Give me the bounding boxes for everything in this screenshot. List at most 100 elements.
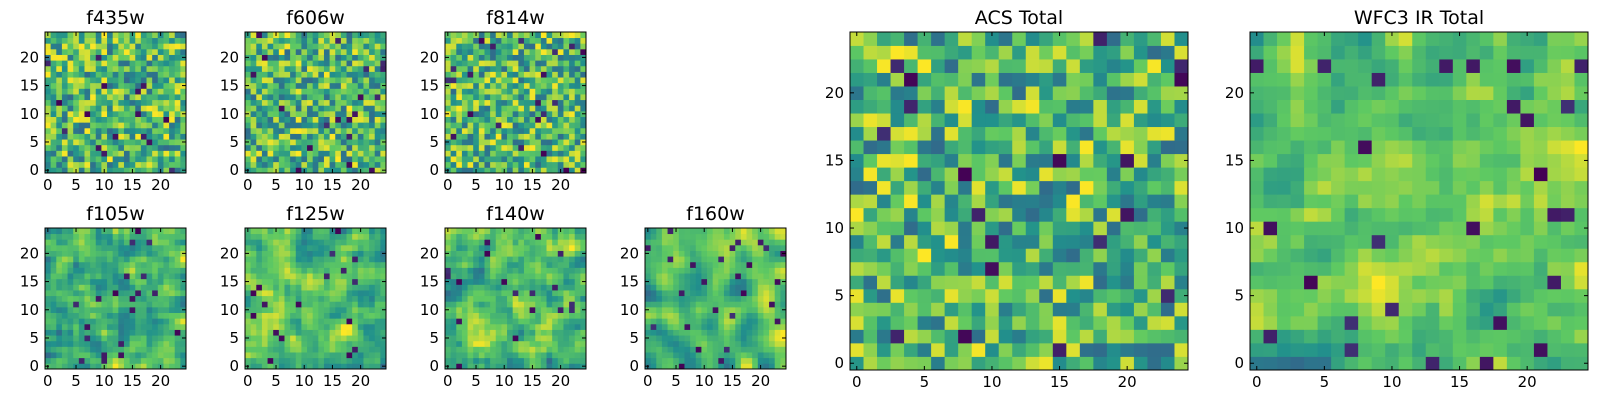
heatmap-cell	[78, 60, 85, 67]
heatmap-cell	[312, 261, 319, 268]
heatmap-cell	[1120, 342, 1135, 357]
heatmap-cell	[352, 127, 359, 134]
heatmap-cell	[490, 335, 497, 342]
heatmap-cell	[267, 144, 274, 151]
heatmap-cell	[507, 133, 514, 140]
heatmap-cell	[290, 261, 297, 268]
heatmap-cell	[329, 116, 336, 123]
heatmap-cell	[512, 290, 519, 297]
heatmap-cell	[174, 82, 181, 89]
heatmap-cell	[174, 278, 181, 285]
heatmap-cell	[712, 267, 719, 274]
heatmap-cell	[490, 133, 497, 140]
heatmap-cell	[123, 352, 130, 359]
x-tick-label: 10	[695, 372, 714, 390]
heatmap-cell	[478, 144, 485, 151]
heatmap-cell	[123, 323, 130, 330]
heatmap-cell	[146, 244, 153, 251]
heatmap-cell	[484, 261, 491, 268]
heatmap-cell	[245, 88, 252, 95]
heatmap-cell	[574, 273, 581, 280]
heatmap-cell	[478, 340, 485, 347]
heatmap-cell	[380, 239, 387, 246]
heatmap-cell	[335, 54, 342, 61]
heatmap-cell	[369, 161, 376, 168]
heatmap-cell	[245, 357, 252, 364]
heatmap-cell	[563, 37, 570, 44]
heatmap-cell	[256, 233, 263, 240]
heatmap-cell	[507, 273, 514, 280]
heatmap-cell	[118, 133, 125, 140]
heatmap-cell	[461, 139, 468, 146]
heatmap-cell	[112, 110, 119, 117]
heatmap-cell	[473, 335, 480, 342]
heatmap-cell	[563, 244, 570, 251]
heatmap-cell	[61, 352, 68, 359]
heatmap-cell	[284, 256, 291, 263]
heatmap-cell	[501, 306, 508, 313]
heatmap-cell	[540, 71, 547, 78]
heatmap-cell	[346, 357, 353, 364]
heatmap-cell	[712, 256, 719, 263]
heatmap-cell	[1052, 342, 1067, 357]
heatmap-cell	[261, 340, 268, 347]
heatmap-cell	[673, 306, 680, 313]
heatmap-cell	[718, 352, 725, 359]
heatmap-cell	[450, 150, 457, 157]
heatmap-cell	[335, 301, 342, 308]
heatmap-cell	[580, 161, 587, 168]
heatmap-cell	[284, 94, 291, 101]
heatmap-cell	[256, 244, 263, 251]
heatmap-cell	[84, 139, 91, 146]
heatmap-cell	[667, 250, 674, 257]
heatmap-cell	[478, 60, 485, 67]
heatmap-cell	[656, 312, 663, 319]
heatmap-cell	[256, 105, 263, 112]
heatmap-cell	[461, 37, 468, 44]
heatmap-cell	[284, 139, 291, 146]
heatmap-cell	[352, 167, 359, 174]
heatmap-cell	[774, 284, 781, 291]
heatmap-cell	[1052, 194, 1067, 209]
heatmap-cell	[329, 110, 336, 117]
heatmap-cell	[140, 318, 147, 325]
heatmap-cell	[461, 156, 468, 163]
heatmap-cell	[140, 267, 147, 274]
heatmap-cell	[140, 139, 147, 146]
heatmap-cell	[546, 352, 553, 359]
heatmap-cell	[1039, 234, 1054, 249]
heatmap-cell	[363, 335, 370, 342]
heatmap-cell	[863, 275, 878, 290]
heatmap-cell	[690, 261, 697, 268]
heatmap-cell	[295, 250, 302, 257]
heatmap-cell	[107, 161, 114, 168]
heatmap-cell	[904, 180, 918, 195]
heatmap-cell	[267, 105, 274, 112]
heatmap-cell	[352, 295, 359, 302]
heatmap-cell	[985, 180, 1000, 195]
heatmap-cell	[707, 256, 714, 263]
heatmap-cell	[450, 244, 457, 251]
heatmap-cell	[267, 295, 274, 302]
heatmap-cell	[1025, 302, 1040, 317]
heatmap-cell	[45, 116, 52, 123]
heatmap-cell	[107, 156, 114, 163]
heatmap-cell	[523, 329, 530, 336]
heatmap-cell	[67, 250, 74, 257]
heatmap-cell	[546, 167, 553, 174]
heatmap-cell	[890, 315, 905, 330]
heatmap-cell	[695, 323, 702, 330]
heatmap-cell	[563, 94, 570, 101]
heatmap-cell	[667, 228, 674, 235]
heatmap-cell	[84, 306, 91, 313]
heatmap-cell	[461, 167, 468, 174]
heatmap-cell	[552, 335, 559, 342]
heatmap-cell	[245, 65, 252, 72]
heatmap-cell	[129, 278, 136, 285]
heatmap-cell	[369, 244, 376, 251]
heatmap-cell	[495, 261, 502, 268]
heatmap-cell	[552, 256, 559, 263]
heatmap-cell	[284, 48, 291, 55]
heatmap-cell	[507, 122, 514, 129]
heatmap-cell	[157, 88, 164, 95]
